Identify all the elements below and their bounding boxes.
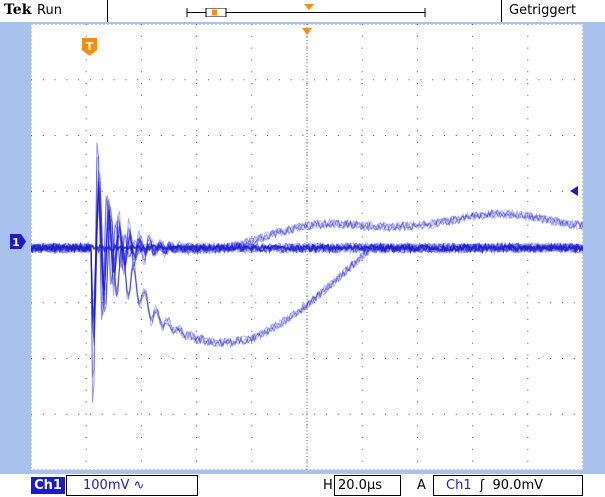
trigger-level: 90.0mV: [492, 478, 544, 493]
dip-trace: [31, 181, 583, 348]
status-divider: [107, 0, 108, 22]
status-divider: [501, 0, 502, 22]
vertical-scale-readout[interactable]: 100mV ∿: [66, 475, 198, 496]
trigger-status: Getriggert: [509, 3, 577, 18]
waveform-display[interactable]: [31, 24, 583, 470]
expansion-point-icon: [302, 28, 312, 35]
brand-logo: Tek: [4, 2, 32, 18]
trigger-position-label: T: [86, 40, 94, 53]
channel-1-ground-marker-icon[interactable]: 1: [10, 234, 26, 249]
baseline-trace: [31, 189, 583, 310]
status-bar: [0, 0, 605, 22]
time-per-division[interactable]: 20.0µs: [334, 475, 401, 496]
channel-1-tag[interactable]: Ch1: [31, 477, 65, 494]
baseline-trace: [31, 208, 583, 297]
horizontal-label: H: [323, 478, 333, 493]
record-position-bar[interactable]: [186, 8, 426, 17]
baseline-trace: [31, 241, 583, 255]
rising-edge-icon: ʃ: [479, 478, 485, 493]
trigger-time-marker-icon: [304, 4, 314, 10]
baseline-trace: [31, 201, 583, 307]
channel-1-marker-label: 1: [12, 236, 20, 249]
trigger-level-marker-icon[interactable]: [570, 186, 578, 196]
trigger-mode: A: [417, 478, 426, 493]
trigger-readout[interactable]: Ch1 ʃ 90.0mV: [433, 475, 583, 496]
acquisition-state[interactable]: Run: [37, 3, 62, 18]
upper-trace: [31, 192, 583, 313]
upper-trace: [31, 187, 583, 319]
readout-bar: [0, 474, 605, 497]
ac-coupling-icon: ∿: [133, 478, 145, 493]
trigger-position-marker-icon[interactable]: T: [82, 38, 97, 56]
volts-per-div: 100mV: [83, 478, 130, 493]
baseline-trace: [31, 181, 583, 325]
trigger-source: Ch1: [446, 478, 472, 493]
dip-trace: [31, 172, 583, 349]
upper-trace: [31, 190, 583, 314]
